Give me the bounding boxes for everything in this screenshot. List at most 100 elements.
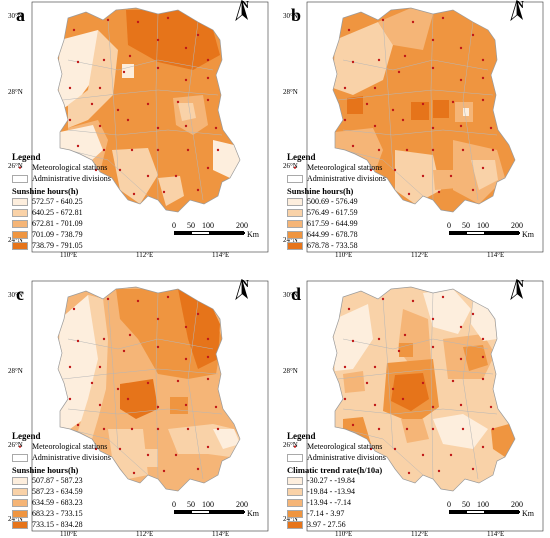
scale-tick-label: 50 [187,221,195,230]
station-marker [481,166,485,170]
zone-class-1 [463,108,469,116]
zone-class-2 [138,449,158,467]
north-label: N [516,278,524,290]
station-marker [369,168,373,172]
station-marker [216,148,220,152]
division-symbol-icon [287,174,303,183]
zone-class-1 [58,30,100,110]
division-line [334,147,424,197]
zone-class-3 [378,8,433,50]
station-label: Meteorological stations [307,162,383,172]
station-marker [68,397,72,401]
latitude-label: 28°N [8,88,23,96]
legend-class-row: 587.23 - 634.59 [12,486,172,497]
station-marker [196,312,200,316]
class-range-label: 634.59 - 683.23 [32,497,83,507]
station-marker [186,427,190,431]
station-marker [126,397,130,401]
station-marker [431,427,435,431]
station-marker [405,427,409,431]
legend-title: Legend [12,152,41,162]
scale-unit-label: Km [522,230,534,239]
station-marker [411,299,415,303]
province-outline [332,286,516,492]
legend-subtitle: Sunshine hours(h) [12,186,79,196]
station-marker [471,312,475,316]
station-marker [136,20,140,24]
station-marker [481,445,485,449]
zone-class-5 [178,289,220,369]
class-swatch [12,241,28,250]
legend-class-row: 733.15 - 834.28 [12,519,172,530]
scale-tick-label: 200 [511,221,523,230]
legend-class-row: 500.69 - 576.49 [287,196,447,207]
zone-class-5 [411,102,429,120]
station-marker [405,148,409,152]
station-marker [156,317,160,321]
latitude-label: 26°N [283,162,298,170]
station-marker [130,427,134,431]
division-line [337,89,494,101]
station-marker [206,445,210,449]
map-svg [306,1,544,253]
station-marker [377,427,381,431]
division-label: Administrative divisions [307,452,386,462]
legend-class-row: 572.57 - 640.25 [12,196,172,207]
station-label: Meteorological stations [307,441,383,451]
station-marker [68,86,72,90]
station-marker [449,174,453,178]
class-range-label: 733.15 - 834.28 [32,519,83,529]
station-marker [118,168,122,172]
station-marker [216,427,220,431]
station-marker [441,16,445,20]
station-marker [156,148,160,152]
station-symbol-icon: • [293,441,297,452]
north-arrow-icon [510,0,523,22]
legend-title: Legend [287,152,316,162]
station-label: Meteorological stations [32,162,108,172]
station-marker [196,467,200,471]
class-range-label: 3.97 - 27.56 [307,519,346,529]
station-marker [128,333,132,337]
north-arrow: N [235,279,255,301]
zone-class-1 [213,429,240,449]
station-marker [373,124,377,128]
scale-tick-label: 200 [511,500,523,509]
station-marker [343,397,347,401]
class-swatch [287,208,303,217]
class-swatch [12,219,28,228]
station-marker [431,345,435,349]
longitude-label: 114°E [487,530,505,538]
station-marker [206,58,210,62]
station-marker [451,100,455,104]
station-marker [206,377,210,381]
station-marker [116,108,120,112]
class-swatch [287,509,303,518]
legend-station-row: • Meteorological stations [287,162,447,173]
latitude-label: 26°N [283,441,298,449]
station-marker [369,447,373,451]
scale-bar-graphic [449,510,520,514]
scale-bar: 0 50 100 200 Km [172,500,264,522]
station-marker [431,148,435,152]
station-symbol-icon: • [18,441,22,452]
station-marker [459,403,463,407]
station-marker [146,453,150,457]
class-range-label: -30.27 - -19.84 [307,475,355,485]
station-marker [373,365,377,369]
station-marker [94,168,98,172]
station-marker [98,403,102,407]
station-marker [403,54,407,58]
class-range-label: 507.87 - 587.23 [32,475,83,485]
map-panel-d: d N 30°N 28°N 26°N 24°N 110°E 112°E 114°E Legend •… [283,279,546,538]
north-label: N [241,0,249,11]
north-label: N [516,0,524,11]
class-swatch [12,487,28,496]
legend-title: Legend [12,431,41,441]
station-symbol-icon: • [293,162,297,173]
legend-class-row: 738.79 - 791.05 [12,240,172,251]
division-line [62,368,219,380]
legend-subtitle: Climatic trend rate(h/10a) [287,465,383,475]
class-swatch [12,498,28,507]
station-marker [90,381,94,385]
